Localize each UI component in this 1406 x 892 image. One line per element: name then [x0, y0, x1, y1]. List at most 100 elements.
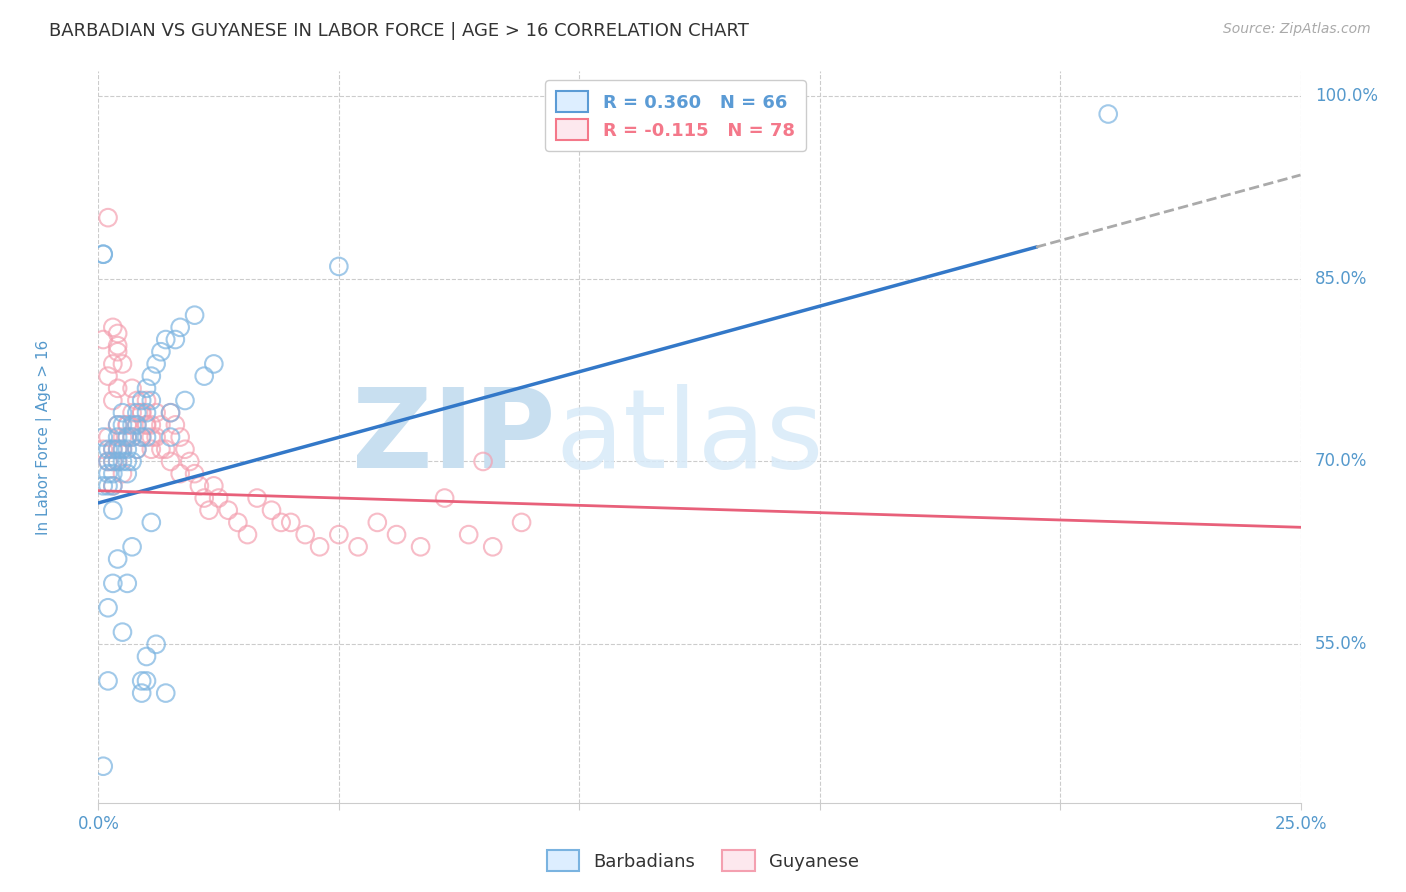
Point	[97, 442, 120, 457]
Text: atlas: atlas	[555, 384, 824, 491]
Point	[135, 417, 157, 432]
Point	[145, 430, 167, 444]
Point	[174, 393, 197, 408]
Point	[107, 344, 129, 359]
Point	[107, 454, 129, 468]
Point	[198, 503, 221, 517]
Point	[107, 442, 129, 457]
Point	[101, 357, 124, 371]
Point	[135, 393, 157, 408]
Point	[107, 552, 129, 566]
Point	[117, 467, 139, 481]
Text: 85.0%: 85.0%	[1315, 269, 1368, 287]
Point	[149, 344, 172, 359]
Point	[433, 491, 456, 505]
Point	[131, 673, 153, 688]
Point	[97, 673, 120, 688]
Point	[236, 527, 259, 541]
Point	[246, 491, 269, 505]
Legend: Barbadians, Guyanese: Barbadians, Guyanese	[540, 843, 866, 879]
Point	[117, 454, 139, 468]
Point	[141, 393, 163, 408]
Point	[347, 540, 370, 554]
Point	[121, 381, 143, 395]
Point	[117, 442, 139, 457]
Point	[135, 673, 157, 688]
Text: Source: ZipAtlas.com: Source: ZipAtlas.com	[1223, 22, 1371, 37]
Point	[131, 430, 153, 444]
Point	[121, 430, 143, 444]
Point	[101, 576, 124, 591]
Point	[135, 649, 157, 664]
Point	[107, 454, 129, 468]
Point	[111, 357, 134, 371]
Point	[149, 417, 172, 432]
Point	[117, 417, 139, 432]
Point	[97, 479, 120, 493]
Point	[202, 479, 225, 493]
Point	[111, 442, 134, 457]
Point	[97, 454, 120, 468]
Point	[1097, 107, 1119, 121]
Text: ZIP: ZIP	[352, 384, 555, 491]
Point	[260, 503, 283, 517]
Point	[409, 540, 432, 554]
Point	[97, 211, 120, 225]
Point	[111, 625, 134, 640]
Point	[97, 369, 120, 384]
Point	[155, 686, 177, 700]
Point	[101, 442, 124, 457]
Point	[97, 467, 120, 481]
Point	[107, 417, 129, 432]
Point	[135, 406, 157, 420]
Point	[91, 247, 114, 261]
Point	[131, 406, 153, 420]
Point	[217, 503, 239, 517]
Point	[174, 442, 197, 457]
Point	[125, 417, 148, 432]
Point	[111, 454, 134, 468]
Point	[169, 430, 191, 444]
Point	[135, 417, 157, 432]
Point	[111, 417, 134, 432]
Point	[366, 516, 388, 530]
Point	[308, 540, 330, 554]
Point	[101, 320, 124, 334]
Point	[101, 442, 124, 457]
Point	[125, 393, 148, 408]
Point	[141, 442, 163, 457]
Point	[169, 320, 191, 334]
Point	[91, 333, 114, 347]
Point	[125, 442, 148, 457]
Point	[155, 442, 177, 457]
Point	[145, 406, 167, 420]
Point	[145, 357, 167, 371]
Point	[141, 430, 163, 444]
Point	[125, 417, 148, 432]
Point	[97, 600, 120, 615]
Point	[328, 260, 350, 274]
Point	[457, 527, 479, 541]
Point	[193, 369, 215, 384]
Point	[141, 516, 163, 530]
Point	[107, 326, 129, 341]
Point	[91, 442, 114, 457]
Point	[107, 430, 129, 444]
Text: In Labor Force | Age > 16: In Labor Force | Age > 16	[37, 340, 52, 534]
Legend: R = 0.360   N = 66, R = -0.115   N = 78: R = 0.360 N = 66, R = -0.115 N = 78	[546, 80, 806, 151]
Point	[208, 491, 231, 505]
Point	[117, 576, 139, 591]
Point	[159, 454, 181, 468]
Point	[193, 491, 215, 505]
Point	[169, 467, 191, 481]
Point	[117, 430, 139, 444]
Point	[131, 406, 153, 420]
Point	[135, 381, 157, 395]
Point	[101, 479, 124, 493]
Point	[280, 516, 302, 530]
Text: 100.0%: 100.0%	[1315, 87, 1378, 104]
Point	[481, 540, 503, 554]
Point	[135, 430, 157, 444]
Point	[121, 406, 143, 420]
Point	[179, 454, 201, 468]
